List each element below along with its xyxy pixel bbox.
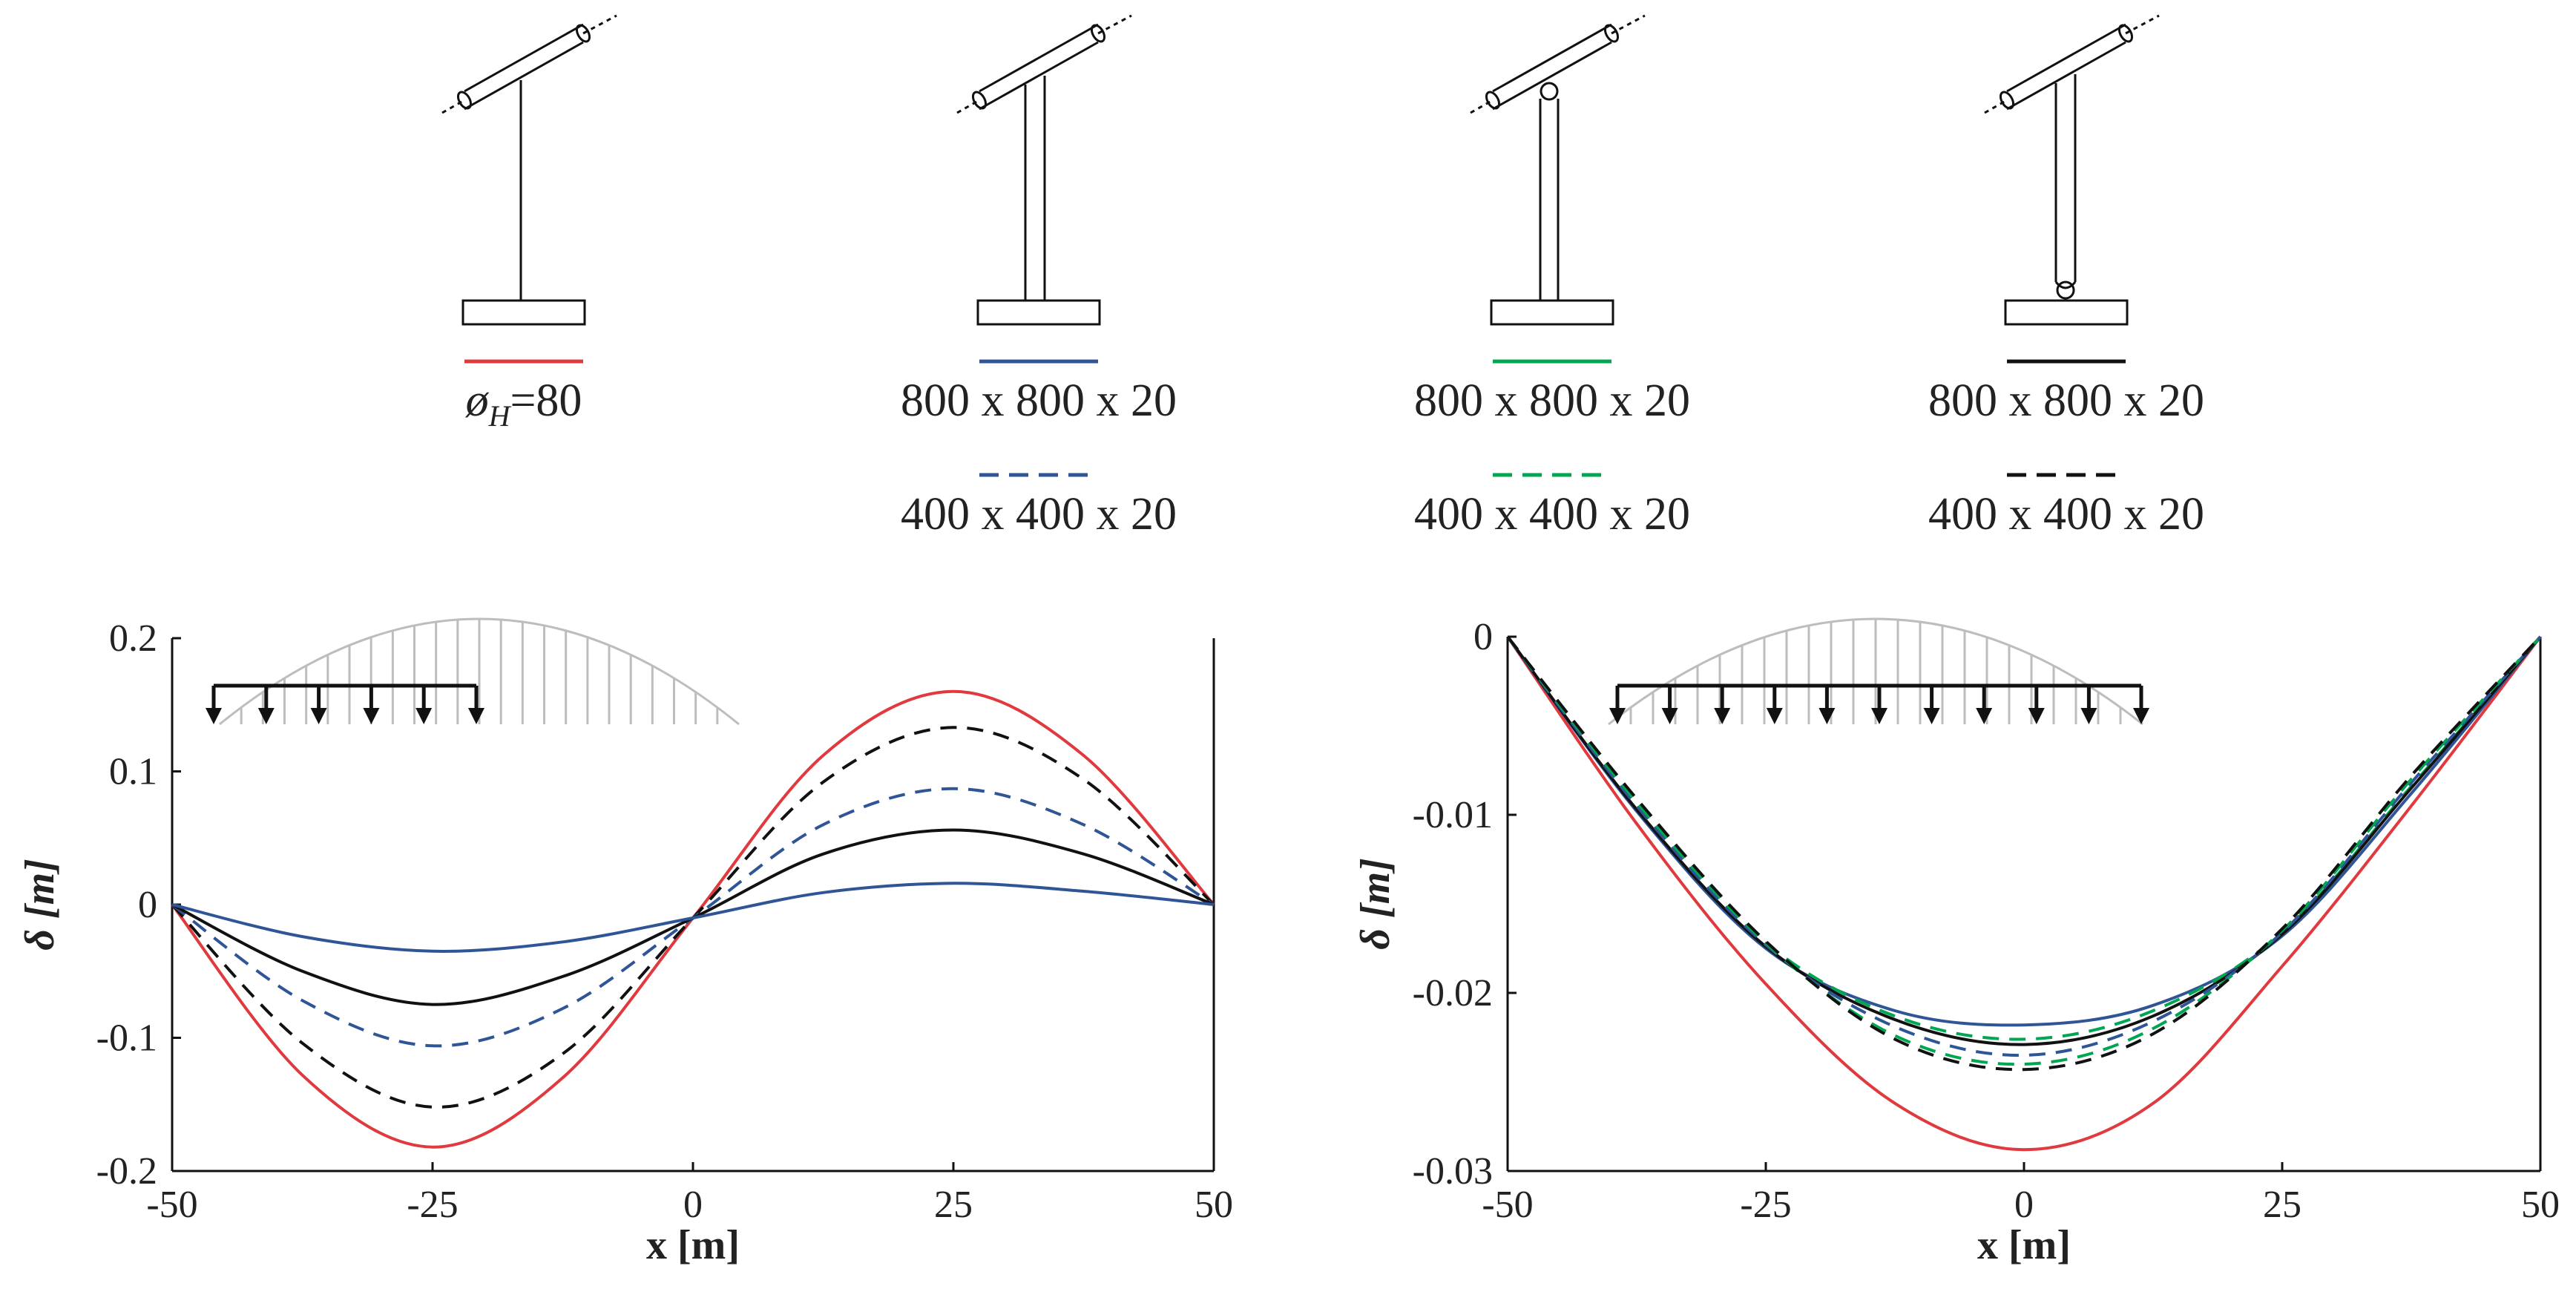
cable-hanger-icon <box>441 14 617 326</box>
x-tick-label: -25 <box>1740 1184 1791 1226</box>
x-tick-label: -50 <box>1482 1184 1533 1226</box>
x-axis-label: x [m] <box>1977 1222 2071 1268</box>
legend-label: 400 x 400 x 20 <box>1414 489 1690 539</box>
legend-entry: 800 x 800 x 20 <box>1414 359 1690 426</box>
series-line-3 <box>1506 635 2542 1046</box>
y-tick-label: -0.1 <box>96 1017 157 1060</box>
load-arrow-icon <box>206 708 222 724</box>
series-line-4 <box>171 882 1215 953</box>
load-arrow-icon <box>415 708 433 724</box>
legend-entry: 400 x 400 x 20 <box>1414 473 1690 539</box>
legend-label: 800 x 800 x 20 <box>1928 375 2204 426</box>
legend-entry: 400 x 400 x 20 <box>901 473 1177 539</box>
legend-label: 800 x 800 x 20 <box>901 375 1177 426</box>
legend-entry: øH=80 <box>464 359 583 433</box>
chart-antisymmetric: -50 -25 0 25 50 0.2 0.1 0 -0.1 -0.2 x [m] δ [m] <box>17 617 1233 1268</box>
x-tick-label: 0 <box>2014 1184 2034 1226</box>
bottom-hinged-tube-hanger-icon <box>1984 14 2160 326</box>
load-diagram-icon <box>1608 617 2149 726</box>
x-tick-label: -25 <box>407 1184 458 1226</box>
y-tick-label: 0 <box>138 884 157 926</box>
series-line-0 <box>1506 635 2542 1152</box>
load-arrow-icon <box>1871 708 1887 724</box>
load-arrow-icon <box>310 708 327 724</box>
load-arrow-icon <box>1976 708 1993 724</box>
series-line-4 <box>1506 635 2542 1057</box>
load-arrow-icon <box>1661 708 1678 724</box>
load-arrow-icon <box>257 708 275 724</box>
x-axis-label: x [m] <box>646 1222 740 1268</box>
legend-label: øH=80 <box>465 375 582 433</box>
legend-label: 800 x 800 x 20 <box>1414 375 1690 426</box>
fixed-tube-hanger-icon <box>956 14 1132 326</box>
y-axis-label: δ [m] <box>17 859 63 951</box>
load-arrow-icon <box>1923 708 1940 724</box>
load-arrow-icon <box>1714 708 1731 724</box>
y-tick-label: -0.03 <box>1413 1150 1493 1193</box>
load-arrow-icon <box>2028 708 2045 724</box>
series-line-2 <box>1506 635 2542 1041</box>
load-arrow-icon <box>2080 708 2097 724</box>
legend-label: 400 x 400 x 20 <box>1928 489 2204 539</box>
y-tick-label: -0.01 <box>1413 794 1493 836</box>
y-tick-label: 0.1 <box>109 751 157 793</box>
y-tick-label: 0 <box>1473 616 1493 658</box>
load-arrow-icon <box>1818 708 1836 724</box>
top-hinged-tube-hanger-icon <box>1470 14 1646 326</box>
series-line-5 <box>1506 635 2542 1066</box>
load-arrow-icon <box>1609 708 1626 724</box>
y-axis-label: δ [m] <box>1353 858 1399 950</box>
x-tick-label: 25 <box>934 1184 973 1226</box>
legend-label: 400 x 400 x 20 <box>901 489 1177 539</box>
load-arrow-icon <box>363 708 380 724</box>
x-tick-label: 0 <box>683 1184 703 1226</box>
y-tick-label: -0.02 <box>1413 972 1493 1014</box>
x-tick-label: 50 <box>2521 1184 2560 1226</box>
legend-entry: 800 x 800 x 20 <box>901 359 1177 426</box>
y-tick-label: -0.2 <box>96 1150 157 1193</box>
load-arrow-icon <box>1766 708 1783 724</box>
legend-entry: 400 x 400 x 20 <box>1928 473 2204 539</box>
y-tick-label: 0.2 <box>109 617 157 660</box>
x-tick-label: 25 <box>2263 1184 2301 1226</box>
x-tick-label: -50 <box>146 1184 197 1226</box>
load-arrow-icon <box>2133 708 2149 724</box>
legend-area: øH=80 800 x 800 x 20 400 x 400 x 20 800 x 8… <box>441 14 2204 539</box>
load-diagram-icon <box>206 617 740 726</box>
load-arrow-icon <box>468 708 484 724</box>
chart-symmetric: -50 -25 0 25 50 0 -0.01 -0.02 -0.03 x [m] δ [m] <box>1353 616 2560 1268</box>
x-tick-label: 50 <box>1195 1184 1233 1226</box>
series-line-6 <box>1506 635 2542 1072</box>
legend-entry: 800 x 800 x 20 <box>1928 359 2204 426</box>
